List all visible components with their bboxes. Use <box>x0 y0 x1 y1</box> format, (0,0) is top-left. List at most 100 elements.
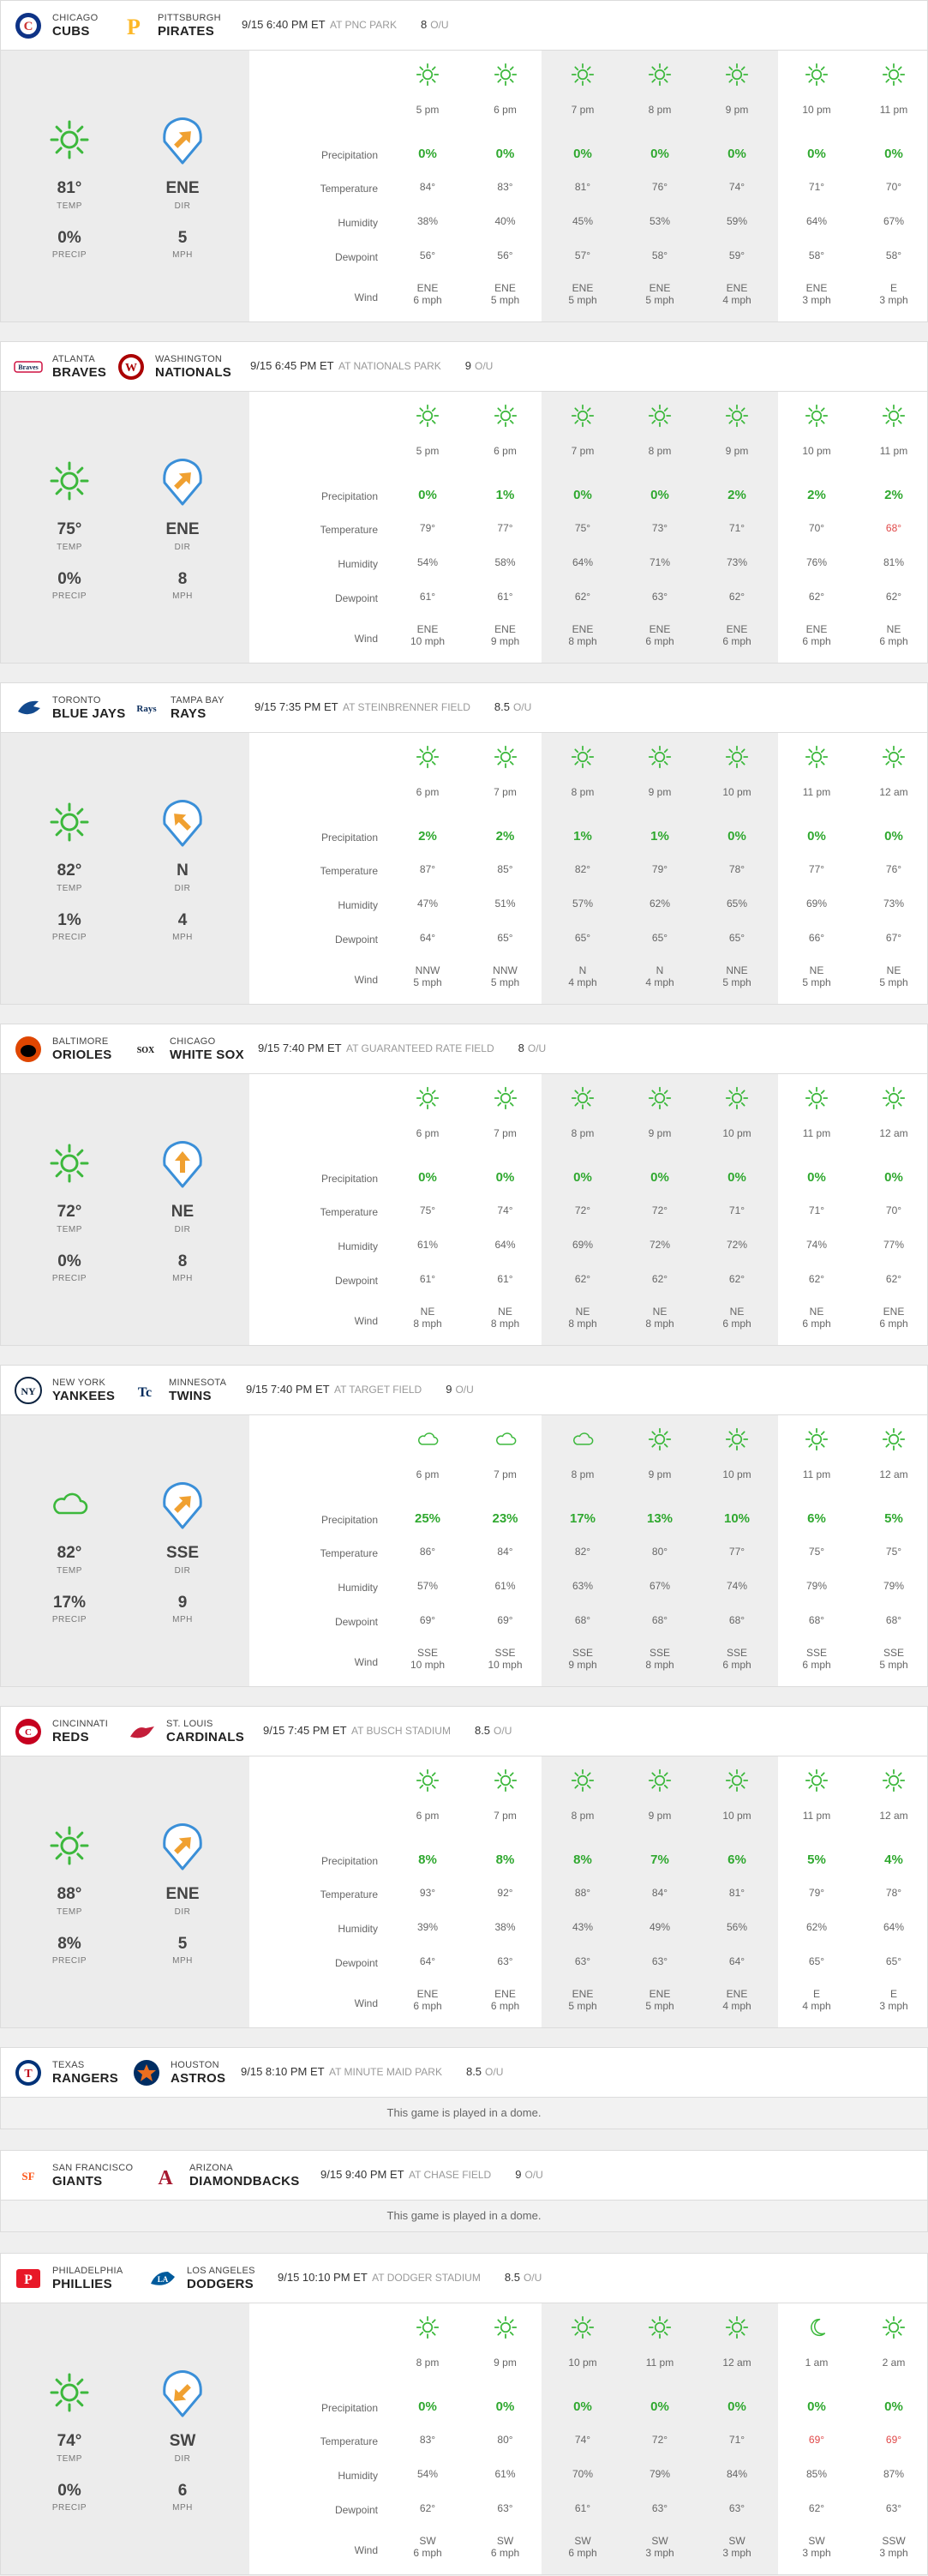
hour-time: 6 pm <box>416 786 440 798</box>
pirates-logo: P <box>118 10 149 41</box>
sun-icon <box>416 745 440 769</box>
hour-humidity: 72% <box>726 1239 748 1251</box>
game-card-reds-cardinals: C CINCINNATI REDS ST. LOUIS CARDINALS 9/15 7:… <box>0 1706 928 2028</box>
hour-time: 9 pm <box>725 104 749 116</box>
team-city: CHICAGO <box>170 1036 216 1047</box>
hour-humidity: 71% <box>649 556 671 568</box>
away-team[interactable]: SF SAN FRANCISCO GIANTS <box>13 2158 141 2194</box>
hour-time: 11 pm <box>802 1127 831 1139</box>
hour-precip: 0% <box>884 2399 903 2414</box>
hour-wind-dir: N <box>656 964 664 976</box>
team-nickname: BLUE JAYS <box>52 706 126 721</box>
hour-time: 12 am <box>879 1127 908 1139</box>
venue: AT CHASE FIELD <box>408 2169 492 2181</box>
home-team[interactable]: Rays TAMPA BAY RAYS <box>131 690 260 726</box>
hour-wind: SSW 3 mph <box>855 2535 928 2559</box>
away-team[interactable]: P PHILADELPHIA PHILLIES <box>13 2261 141 2297</box>
home-team[interactable]: W WASHINGTON NATIONALS <box>116 349 244 385</box>
hour-temp: 76° <box>651 181 668 193</box>
game-header: Braves ATLANTA BRAVES W WASHINGTON NATIONALS 9… <box>1 342 927 392</box>
row-label-dewpoint: Dewpoint <box>334 1957 378 1969</box>
row-label-temperature: Temperature <box>320 1206 378 1218</box>
row-label-temperature: Temperature <box>320 1888 378 1900</box>
hour-column: 6 pm 0% 83° 40% 56° ENE 5 mph <box>469 51 542 321</box>
hour-wind-speed: 3 mph <box>879 294 908 306</box>
hour-time: 12 am <box>879 1468 908 1480</box>
sun-icon <box>416 1086 440 1110</box>
home-team[interactable]: A ARIZONA DIAMONDBACKS <box>150 2158 299 2194</box>
hour-precip: 8% <box>495 1852 515 1867</box>
row-label-wind: Wind <box>354 1656 378 1668</box>
hour-humidity: 61% <box>494 1580 516 1592</box>
summary-wind-speed-value: 6 <box>177 2482 188 2500</box>
diamondbacks-logo: A <box>150 2160 181 2191</box>
away-team[interactable]: T TEXAS RANGERS <box>13 2055 141 2091</box>
summary-precip-value: 17% <box>52 1594 87 1612</box>
away-team[interactable]: Braves ATLANTA BRAVES <box>13 349 141 385</box>
away-team[interactable]: C CINCINNATI REDS <box>13 1714 141 1750</box>
sun-icon <box>49 119 90 160</box>
hour-dewpoint: 58° <box>885 249 902 261</box>
hour-temp: 74° <box>728 181 745 193</box>
hour-wind-dir: NE <box>809 1306 824 1318</box>
sun-icon <box>648 2315 672 2339</box>
hour-precip: 0% <box>418 147 437 161</box>
sun-icon <box>49 802 90 843</box>
home-team[interactable]: P PITTSBURGH PIRATES <box>118 8 247 44</box>
row-label-humidity: Humidity <box>338 899 378 911</box>
team-nickname: PHILLIES <box>52 2277 112 2291</box>
summary-wind-dir-value: ENE <box>165 520 200 538</box>
game-header: NY NEW YORK YANKEES Tc MINNESOTA TWINS 9/15 7:… <box>1 1366 927 1415</box>
game-datetime: 9/15 8:10 PM ET <box>241 2065 325 2078</box>
hour-column: 7 pm 0% 75° 64% 62° ENE 8 mph <box>542 392 624 663</box>
hour-humidity: 56% <box>726 1921 748 1933</box>
summary-temp-value: 82° <box>57 862 82 880</box>
hour-dewpoint: 62° <box>808 591 825 603</box>
home-team[interactable]: HOUSTON ASTROS <box>131 2055 260 2091</box>
svg-text:Braves: Braves <box>18 363 39 371</box>
team-nickname: DODGERS <box>187 2277 254 2291</box>
hour-precip: 0% <box>573 488 592 502</box>
sun-icon <box>648 1768 672 1792</box>
hour-humidity: 72% <box>649 1239 671 1251</box>
team-nickname: BRAVES <box>52 365 107 380</box>
hour-time: 6 pm <box>494 445 517 457</box>
away-team[interactable]: NY NEW YORK YANKEES <box>13 1372 141 1408</box>
home-team[interactable]: LA LOS ANGELES DODGERS <box>147 2261 276 2297</box>
svg-text:A: A <box>158 2167 173 2189</box>
away-team[interactable]: C CHICAGO CUBS <box>13 8 141 44</box>
away-team[interactable]: TORONTO BLUE JAYS <box>13 690 141 726</box>
forecast-summary: 88° TEMP ENE DIR 8% PRECIP 5 MPH <box>1 1756 248 2027</box>
hour-wind-speed: 8 mph <box>490 1318 520 1330</box>
hour-humidity: 62% <box>649 898 671 910</box>
hour-humidity: 67% <box>649 1580 671 1592</box>
summary-precip-label: PRECIP <box>51 933 87 942</box>
away-team[interactable]: BALTIMORE ORIOLES <box>13 1031 141 1067</box>
hour-column: 8 pm 17% 82° 63% 68° SSE 9 mph <box>542 1415 624 1686</box>
hour-time: 11 pm <box>802 1810 831 1822</box>
hour-column: 6 pm 8% 93° 39% 64° ENE 6 mph <box>386 1756 469 2027</box>
hour-time: 9 pm <box>725 445 749 457</box>
hour-dewpoint: 61° <box>419 1273 436 1285</box>
summary-wind-dir-label: DIR <box>174 1907 191 1917</box>
hour-wind-dir: E <box>889 1988 897 2000</box>
hour-precip: 25% <box>414 1511 441 1526</box>
hour-wind-speed: 6 mph <box>802 635 831 647</box>
hour-precip: 23% <box>492 1511 518 1526</box>
home-team[interactable]: Tc MINNESOTA TWINS <box>129 1372 258 1408</box>
hour-temp: 84° <box>651 1887 668 1899</box>
hour-precip: 13% <box>646 1511 674 1526</box>
hour-precip: 0% <box>727 1170 746 1185</box>
hour-temp: 88° <box>574 1887 591 1899</box>
wind-direction-field-icon <box>160 1820 205 1871</box>
home-team[interactable]: ST. LOUIS CARDINALS <box>127 1714 255 1750</box>
home-team[interactable]: SOX CHICAGO WHITE SOX <box>130 1031 259 1067</box>
summary-wind-dir-value: SSE <box>165 1544 200 1562</box>
cloud-icon <box>416 1427 440 1451</box>
dome-message: This game is played in a dome. <box>1 2098 927 2129</box>
team-city: SAN FRANCISCO <box>52 2163 134 2173</box>
team-city: ARIZONA <box>189 2163 233 2173</box>
hour-time: 8 pm <box>648 104 672 116</box>
sun-icon <box>49 1825 90 1866</box>
game-header: BALTIMORE ORIOLES SOX CHICAGO WHITE SOX 9/15 … <box>1 1024 927 1074</box>
